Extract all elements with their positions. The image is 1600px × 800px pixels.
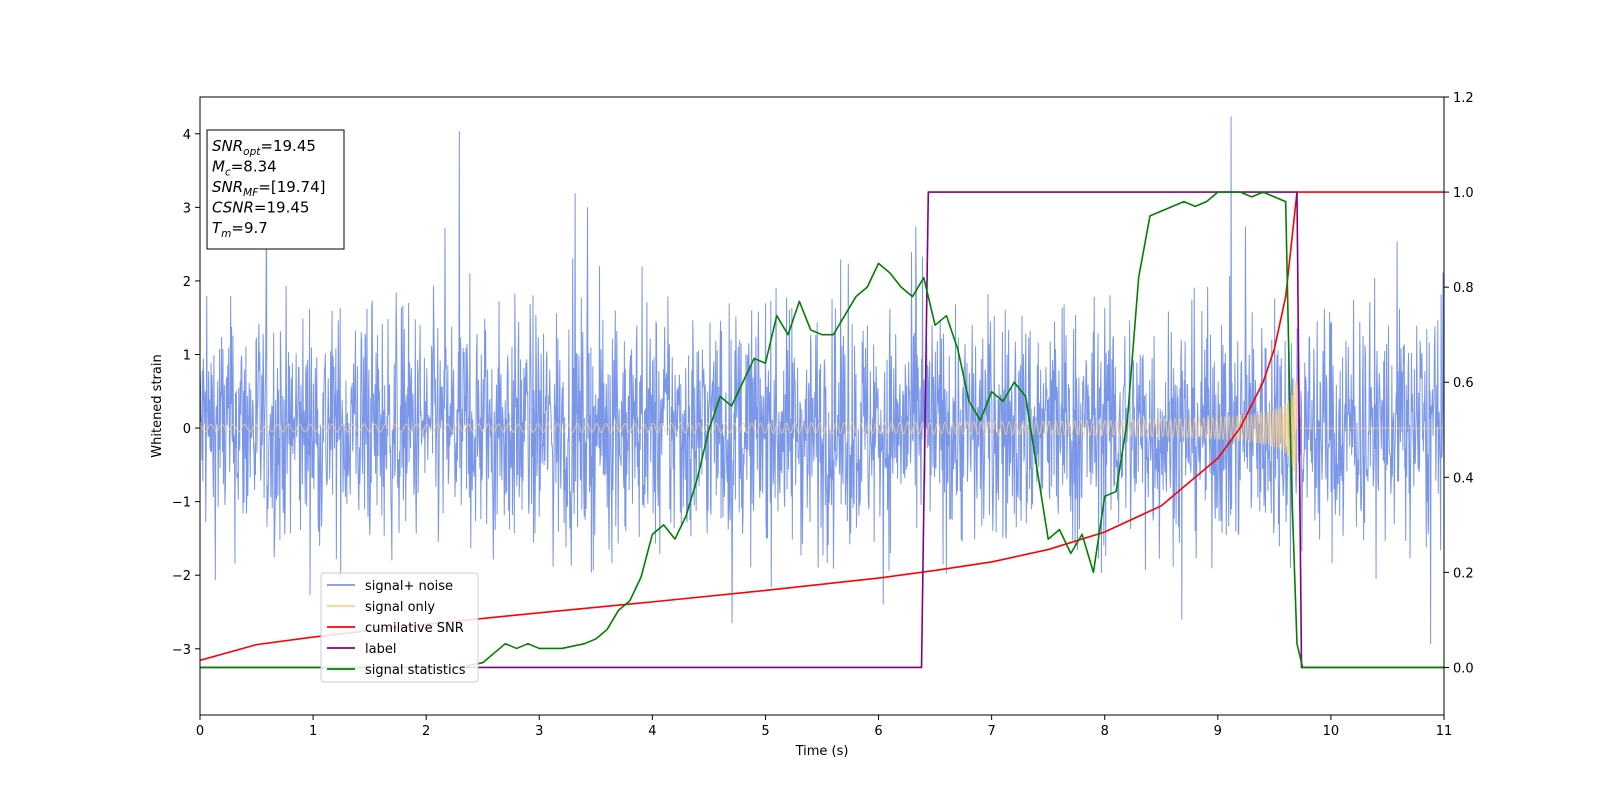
info-line-value: =19.45 bbox=[254, 199, 310, 217]
y-axis-left: −3 −2 −1 0 1 2 3 4 bbox=[172, 128, 200, 658]
info-line-symbol: SNR bbox=[212, 137, 243, 155]
legend-label: cumilative SNR bbox=[365, 621, 464, 636]
info-box: SNRopt=19.45Mc=8.34SNRMF=[19.74]CSNR=19.… bbox=[206, 129, 345, 250]
x-tick-label: 1 bbox=[309, 724, 317, 739]
legend-label: signal+ noise bbox=[365, 579, 453, 594]
series-signal-only-line bbox=[200, 378, 1444, 476]
y-tick-label: 2 bbox=[183, 275, 191, 290]
info-line: SNRopt=19.45 bbox=[212, 137, 316, 158]
info-line: SNRMF=[19.74] bbox=[212, 178, 326, 199]
info-line-symbol: CSNR bbox=[212, 199, 254, 217]
y2-tick-label: 0.8 bbox=[1453, 281, 1474, 296]
y-axis-label: Whitened strain bbox=[150, 354, 165, 457]
y2-tick-label: 0.4 bbox=[1453, 471, 1474, 486]
y-tick-label: −1 bbox=[172, 496, 191, 511]
legend-label: signal only bbox=[365, 600, 435, 615]
series-layer bbox=[200, 116, 1444, 669]
x-tick-label: 5 bbox=[761, 724, 769, 739]
x-tick-label: 4 bbox=[648, 724, 656, 739]
x-tick-label: 6 bbox=[874, 724, 882, 739]
y2-tick-label: 0.0 bbox=[1453, 661, 1474, 676]
info-line-value: =19.45 bbox=[260, 137, 316, 155]
series-signal-statistics-line bbox=[200, 191, 1444, 669]
y2-tick-label: 1.0 bbox=[1453, 186, 1474, 201]
info-line-symbol: SNR bbox=[212, 178, 243, 196]
x-tick-label: 3 bbox=[535, 724, 543, 739]
legend-label: label bbox=[365, 642, 396, 657]
x-tick-label: 7 bbox=[987, 724, 995, 739]
legend-frame bbox=[320, 572, 479, 683]
x-tick-label: 10 bbox=[1323, 724, 1340, 739]
y-axis-right: 0.0 0.2 0.4 0.6 0.8 1.0 1.2 bbox=[1444, 91, 1474, 676]
info-line-subscript: MF bbox=[243, 187, 259, 199]
y-tick-label: 3 bbox=[183, 201, 191, 216]
info-line-value: =8.34 bbox=[231, 158, 277, 176]
info-line-value: =9.7 bbox=[231, 219, 267, 237]
y-tick-label: 1 bbox=[183, 349, 191, 364]
legend-entries: signal+ noise signal only cumilative SNR la… bbox=[327, 579, 466, 678]
x-axis: 0 1 2 3 4 5 6 7 8 9 10 11 bbox=[196, 715, 1452, 739]
info-line: Mc=8.34 bbox=[212, 158, 277, 179]
info-line-subscript: c bbox=[225, 167, 231, 179]
info-line-subscript: m bbox=[221, 228, 231, 240]
info-line-value: =[19.74] bbox=[258, 178, 325, 196]
legend-label: signal statistics bbox=[365, 663, 466, 678]
info-lines: SNRopt=19.45Mc=8.34SNRMF=[19.74]CSNR=19.… bbox=[212, 137, 326, 240]
x-tick-label: 11 bbox=[1436, 724, 1453, 739]
x-tick-label: 9 bbox=[1214, 724, 1222, 739]
y-tick-label: 4 bbox=[183, 128, 191, 143]
info-line-subscript: opt bbox=[243, 146, 261, 158]
info-line: CSNR=19.45 bbox=[212, 199, 309, 217]
plot-frame bbox=[199, 96, 1445, 716]
y-tick-label: 0 bbox=[183, 422, 191, 437]
legend: signal+ noise signal only cumilative SNR la… bbox=[320, 572, 479, 683]
y-tick-label: −2 bbox=[172, 569, 191, 584]
info-box-frame bbox=[206, 129, 345, 250]
y2-tick-label: 0.6 bbox=[1453, 376, 1474, 391]
info-line-symbol: T bbox=[212, 219, 223, 237]
info-line-symbol: M bbox=[212, 158, 225, 176]
y2-tick-label: 1.2 bbox=[1453, 91, 1474, 106]
x-tick-label: 8 bbox=[1101, 724, 1109, 739]
y-tick-label: −3 bbox=[172, 643, 191, 658]
x-axis-label: Time (s) bbox=[795, 744, 849, 759]
x-tick-label: 2 bbox=[422, 724, 430, 739]
info-line: Tm=9.7 bbox=[212, 219, 268, 240]
x-tick-label: 0 bbox=[196, 724, 204, 739]
y2-tick-label: 0.2 bbox=[1453, 566, 1474, 581]
